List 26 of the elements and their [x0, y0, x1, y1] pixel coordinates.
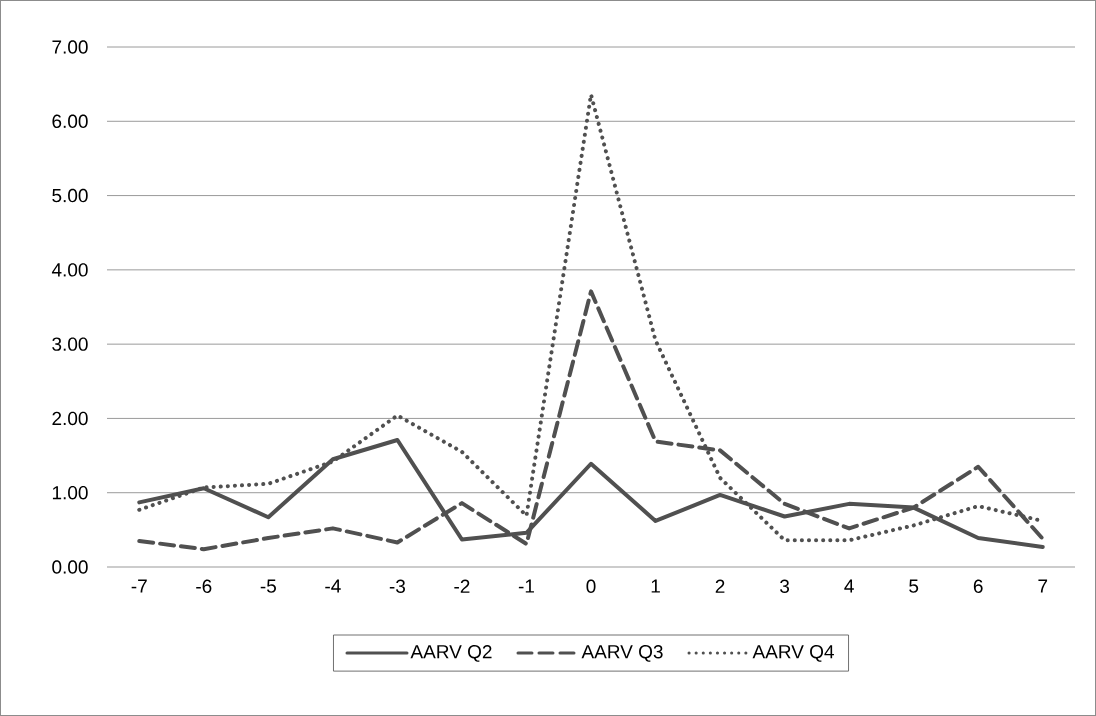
- legend-label: AARV Q3: [581, 645, 663, 662]
- y-tick-label: 3.00: [52, 337, 88, 351]
- x-tick-label: 4: [844, 579, 854, 593]
- x-tick-label: 1: [651, 579, 660, 593]
- y-tick-label: 0.00: [52, 560, 88, 574]
- x-tick-label: 0: [586, 579, 596, 593]
- y-tick-label: 2.00: [52, 411, 88, 426]
- x-tick-label: 5: [909, 579, 919, 593]
- x-tick-label: 3: [780, 579, 790, 593]
- x-tick-label: -2: [454, 579, 470, 593]
- x-tick-label: -4: [325, 579, 341, 593]
- y-tick-label: 7.00: [52, 40, 88, 54]
- x-tick-label: 2: [715, 579, 725, 593]
- x-tick-label: -5: [260, 579, 276, 593]
- x-tick-label: -7: [131, 579, 147, 593]
- x-tick-label: 6: [973, 579, 983, 593]
- x-tick-label: 7: [1038, 579, 1048, 593]
- legend-label: AARV Q2: [410, 645, 492, 662]
- x-tick-label: -3: [389, 579, 406, 593]
- y-tick-label: 6.00: [52, 114, 88, 129]
- y-tick-label: 4.00: [51, 263, 88, 277]
- y-tick-label: 1.00: [52, 485, 88, 500]
- x-tick-label: -6: [196, 579, 212, 593]
- x-tick-label: -1: [518, 579, 534, 593]
- legend-label: AARV Q4: [752, 645, 834, 662]
- y-tick-label: 5.00: [52, 188, 88, 203]
